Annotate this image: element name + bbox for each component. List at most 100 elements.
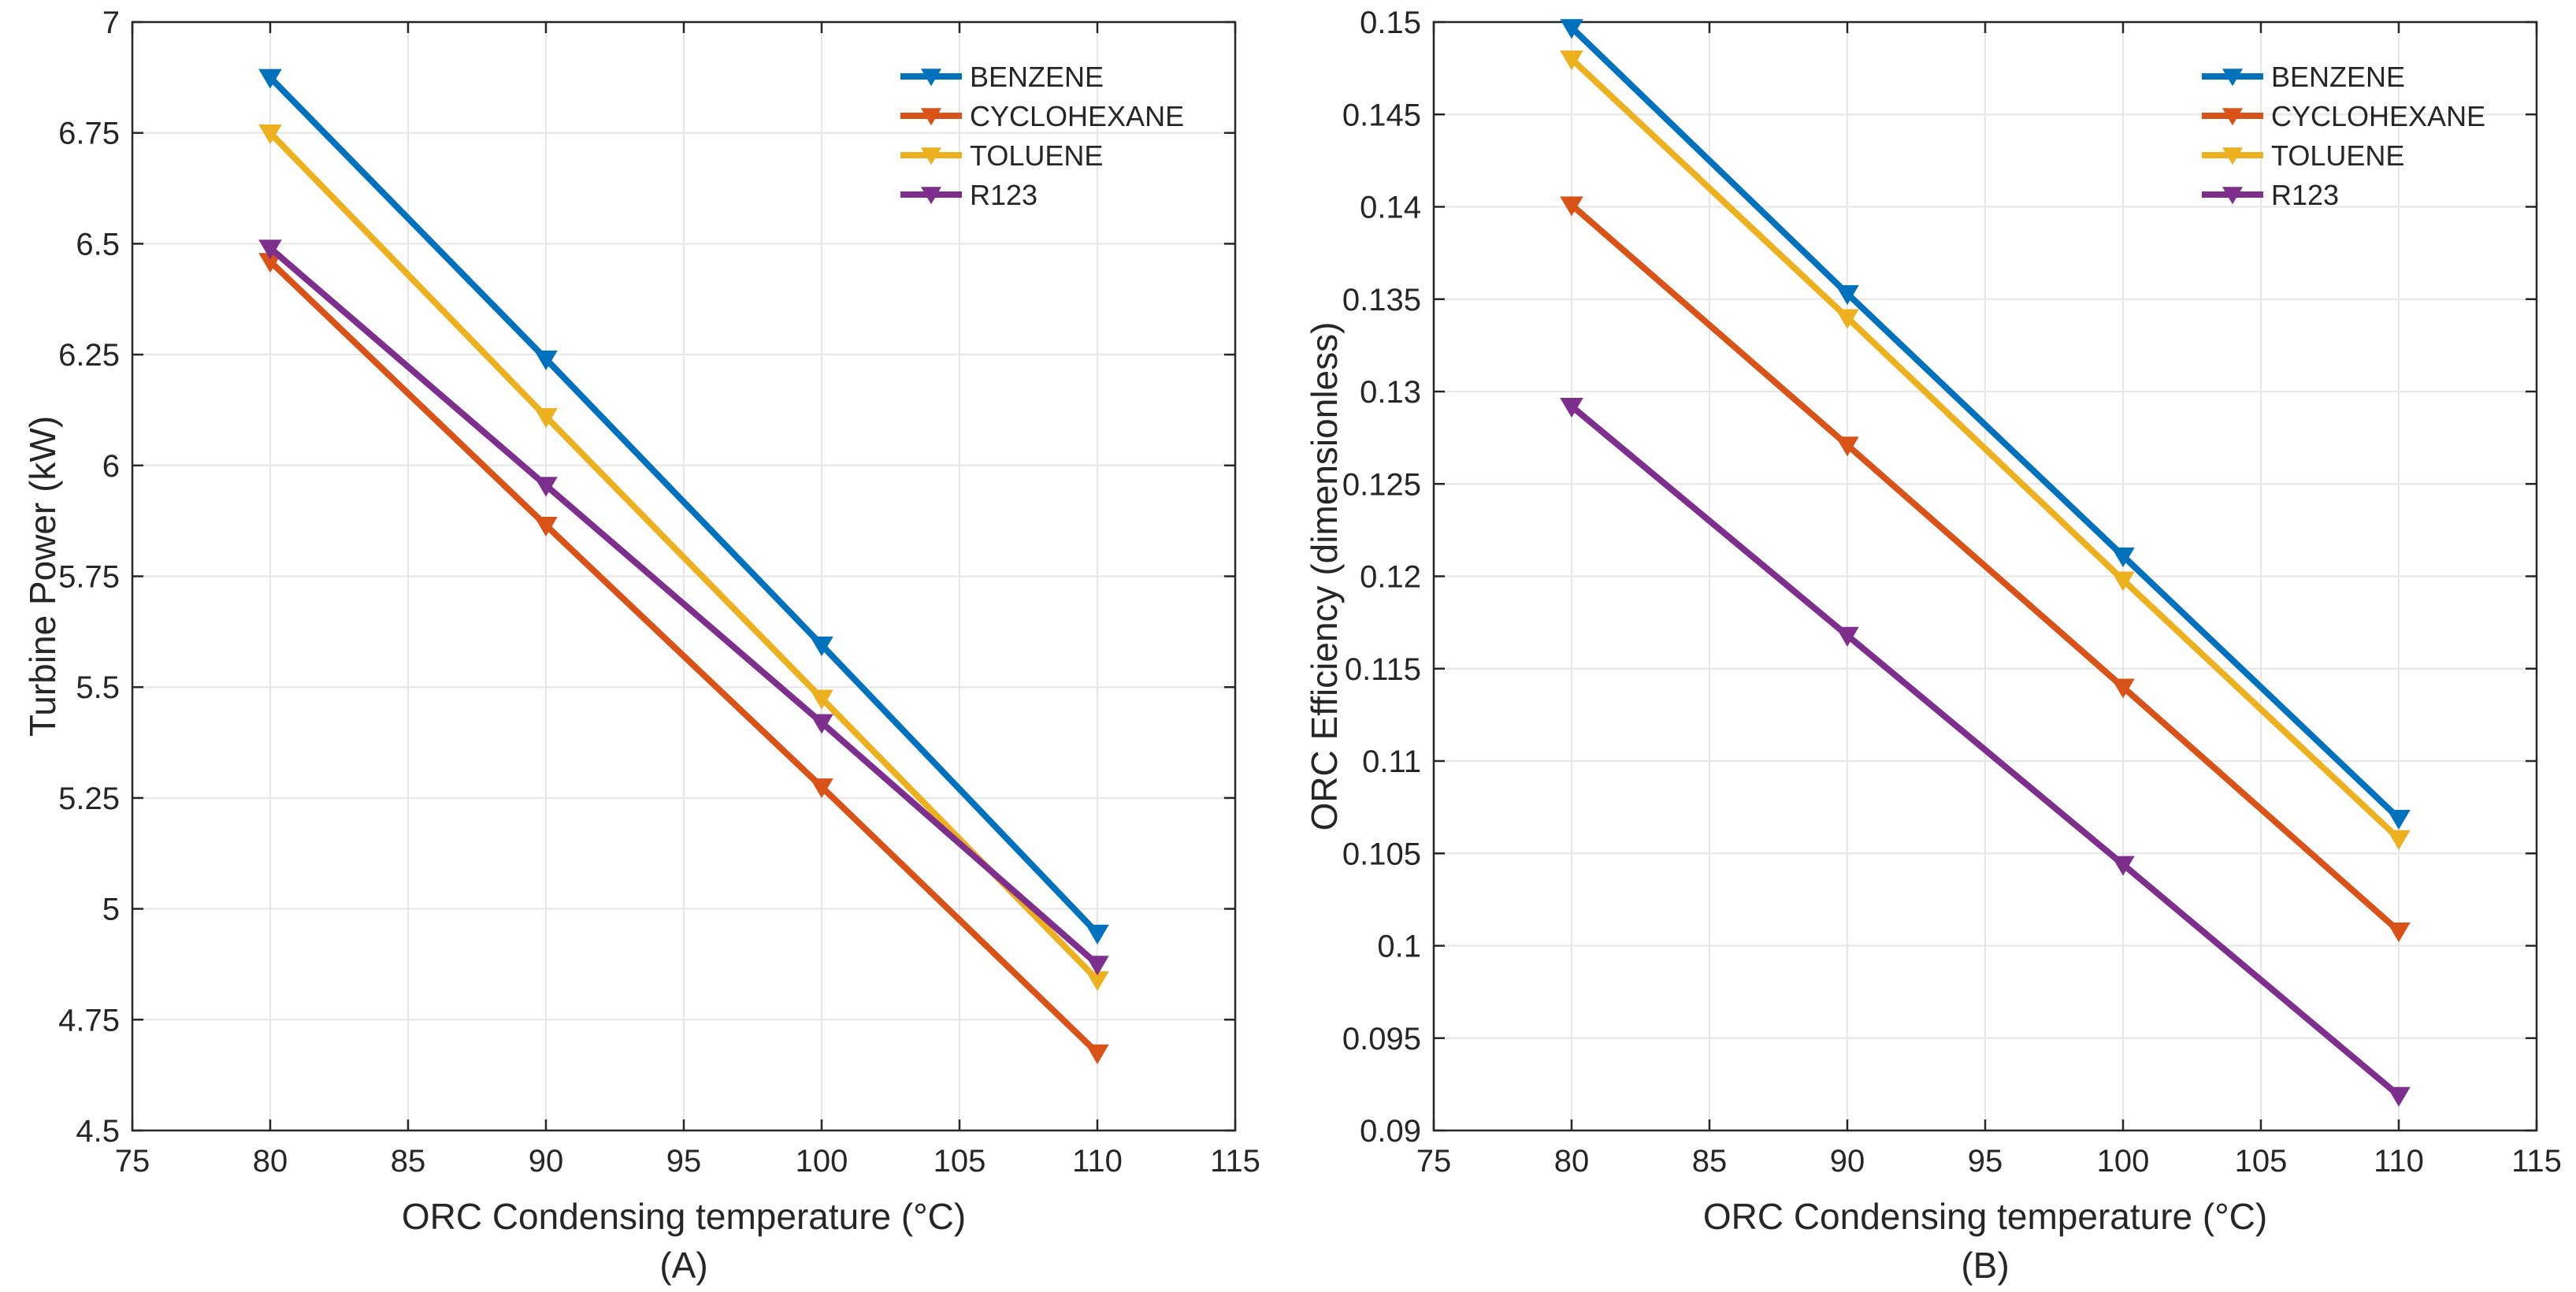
x-tick-label: 90 [1830, 1144, 1865, 1179]
y-axis-ticks: 0.09 0.095 0.1 0.105 0.11 0.115 0.12 0.125 0.13 0… [1342, 6, 2537, 1149]
legend-item: R123 [2202, 179, 2339, 211]
data-point [534, 517, 558, 537]
data-point [2387, 830, 2411, 850]
y-axis-label: Turbine Power (kW) [22, 416, 63, 737]
legend-marker-icon [2222, 147, 2243, 165]
y-tick-label: 0.135 [1342, 283, 1421, 317]
data-point [2111, 678, 2135, 699]
legend-item: BENZENE [900, 61, 1104, 93]
legend-label: TOLUENE [2271, 139, 2404, 172]
series-line [1568, 403, 2402, 1099]
y-tick-label: 0.115 [1345, 652, 1421, 687]
y-tick-label: 0.15 [1360, 6, 1421, 40]
x-tick-label: 80 [1554, 1144, 1590, 1179]
data-point [2387, 809, 2411, 830]
chart-panel-b: 75 80 85 90 95 100 105 110 1150.090.0950.10.1050… [1304, 6, 2562, 1286]
y-tick-label: 5 [102, 893, 120, 927]
data-point [2387, 1086, 2411, 1107]
y-tick-label: 0.11 [1362, 744, 1421, 779]
x-tick-label: 110 [2374, 1144, 2424, 1179]
data-point [810, 714, 833, 734]
y-tick-label: 5.25 [58, 782, 120, 816]
y-tick-label: 0.125 [1342, 467, 1421, 502]
y-tick-label: 5.5 [76, 670, 120, 705]
series-benzene [1560, 19, 2411, 830]
series-line [267, 74, 1101, 937]
y-tick-label: 5.75 [58, 560, 120, 595]
x-tick-label: 95 [666, 1144, 702, 1179]
data-point [1560, 398, 1583, 418]
legend-label: R123 [2271, 179, 2339, 211]
legend-label: BENZENE [970, 61, 1104, 93]
legend-marker-icon [2222, 69, 2243, 87]
y-tick-label: 0.13 [1360, 375, 1421, 410]
data-point [810, 636, 833, 657]
y-tick-label: 0.12 [1360, 560, 1421, 595]
y-tick-label: 4.75 [58, 1003, 120, 1038]
series-line [1568, 24, 2402, 822]
y-tick-label: 0.145 [1342, 98, 1421, 132]
x-tick-label: 115 [2511, 1144, 2562, 1179]
legend-marker-icon [921, 108, 941, 126]
y-tick-label: 0.1 [1377, 930, 1421, 964]
x-tick-label: 115 [1210, 1144, 1260, 1179]
y-tick-label: 6.75 [58, 117, 120, 151]
x-tick-label: 105 [934, 1144, 986, 1179]
legend-label: CYCLOHEXANE [970, 100, 1184, 132]
data-point [258, 239, 282, 260]
y-tick-label: 6.25 [58, 338, 120, 373]
legend-item: TOLUENE [2202, 139, 2404, 172]
legend-marker-icon [921, 147, 941, 165]
data-point [1835, 284, 1859, 306]
x-tick-label: 80 [253, 1144, 288, 1179]
data-point [2111, 856, 2135, 876]
legend-marker-icon [921, 69, 941, 87]
data-point [1086, 924, 1109, 945]
x-tick-label: 100 [2097, 1144, 2150, 1179]
legend-marker-icon [2222, 108, 2243, 126]
series-cyclohexane [1560, 196, 2411, 943]
x-axis-label: ORC Condensing temperature (°C) [402, 1196, 966, 1237]
data-point [1086, 956, 1109, 976]
series-toluene [1560, 50, 2411, 850]
data-point [810, 778, 833, 799]
y-tick-label: 6.5 [76, 227, 120, 262]
y-tick-label: 6 [102, 449, 120, 484]
legend-label: TOLUENE [970, 139, 1103, 172]
series-line [267, 258, 1101, 1056]
data-point [1835, 626, 1859, 647]
y-tick-label: 0.14 [1360, 191, 1421, 225]
legend-label: R123 [970, 179, 1037, 211]
y-axis-ticks: 4.5 4.75 5 5.25 5.5 5.75 6 6.25 6.5 6.75 7 [58, 6, 1235, 1149]
legend-item: TOLUENE [900, 139, 1103, 172]
series-toluene [258, 124, 1109, 991]
series-r123 [258, 239, 1109, 976]
legend: BENZENE CYCLOHEXANE TOLUENE R123 [900, 61, 1184, 211]
data-point [534, 477, 558, 497]
data-point [2111, 571, 2135, 592]
x-tick-label: 105 [2235, 1144, 2288, 1179]
y-axis-label: ORC Efficiency (dimensionless) [1304, 322, 1345, 831]
gridlines [132, 22, 1235, 1130]
data-point [1560, 196, 1583, 217]
data-point [810, 689, 833, 710]
data-point [1835, 436, 1859, 457]
y-tick-label: 0.105 [1342, 837, 1421, 871]
x-tick-label: 90 [529, 1144, 564, 1179]
data-point [1560, 50, 1583, 71]
legend-item: CYCLOHEXANE [2202, 100, 2485, 132]
legend: BENZENE CYCLOHEXANE TOLUENE R123 [2202, 61, 2485, 211]
series-cyclohexane [258, 253, 1109, 1064]
data-point [258, 124, 282, 145]
data-point [1086, 1044, 1109, 1064]
legend-marker-icon [921, 187, 941, 205]
x-tick-label: 75 [1416, 1144, 1452, 1179]
panel-label: (B) [1961, 1245, 2009, 1286]
series-line [267, 129, 1101, 983]
series-benzene [258, 69, 1109, 945]
legend-label: BENZENE [2271, 61, 2405, 93]
legend-item: R123 [900, 179, 1037, 211]
x-axis-ticks: 75 80 85 90 95 100 105 110 115 [1416, 22, 2562, 1179]
x-axis-ticks: 75 80 85 90 95 100 105 110 115 [115, 22, 1260, 1179]
